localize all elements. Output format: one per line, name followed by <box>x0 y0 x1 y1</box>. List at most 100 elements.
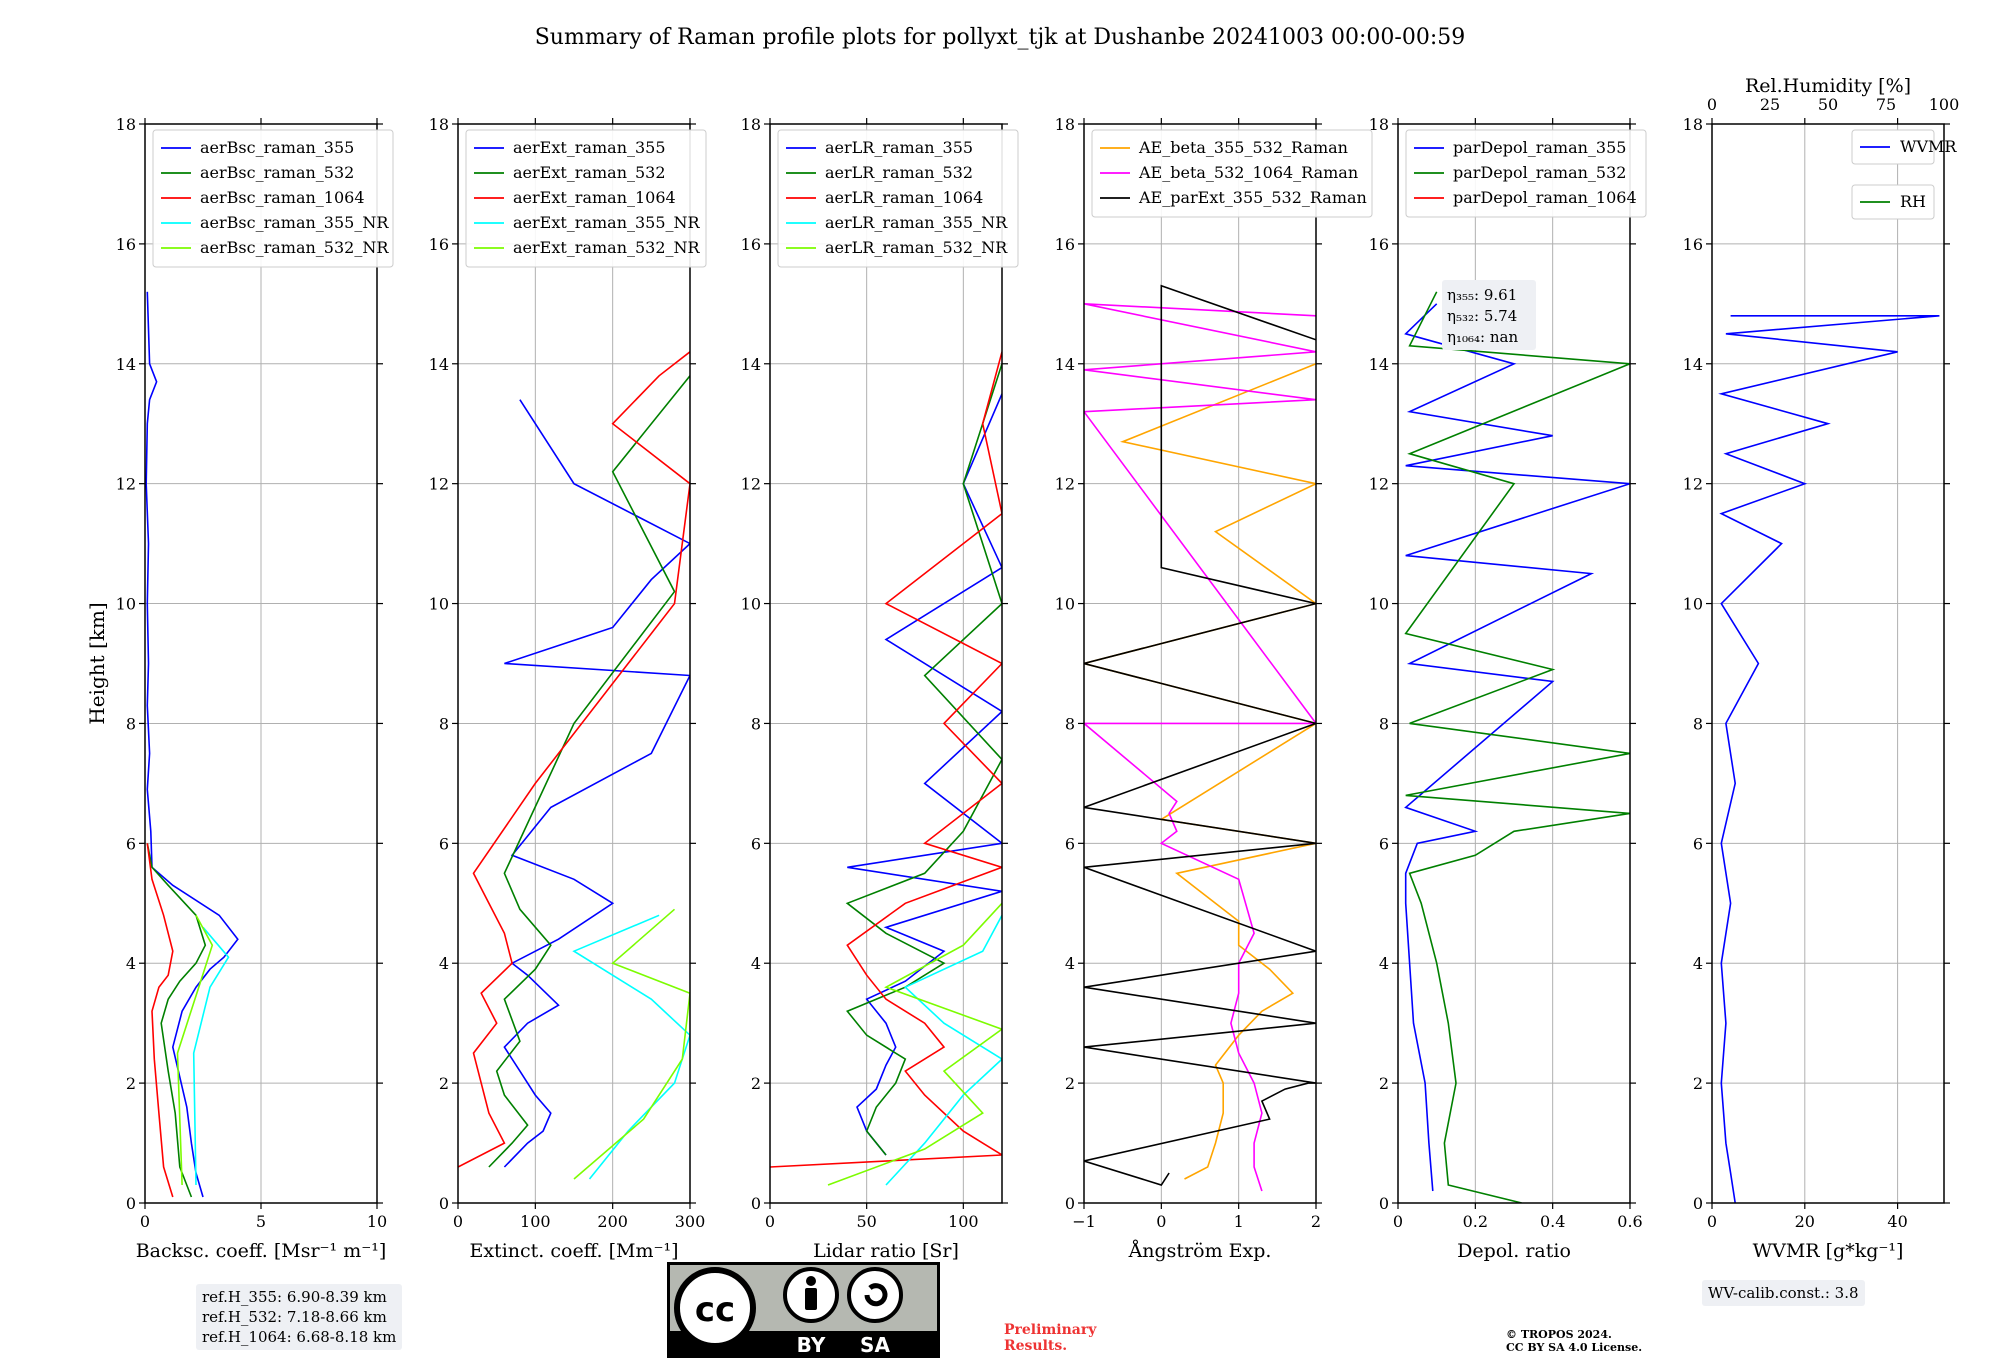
preliminary-note: Preliminary Results. <box>1004 1322 1096 1354</box>
x-axis-label: WVMR [g*kg⁻¹] <box>1753 1240 1904 1262</box>
y-tick-label: 8 <box>751 714 761 733</box>
x-tick-label: 0 <box>1707 1212 1717 1231</box>
top-tick-label: 25 <box>1760 95 1780 114</box>
x-tick-label: 40 <box>1887 1212 1907 1231</box>
y-tick-label: 12 <box>116 475 136 494</box>
eta-annotation: η₅₃₂: 5.74 <box>1447 307 1517 325</box>
x-tick-label: 5 <box>256 1212 266 1231</box>
y-tick-label: 12 <box>1369 475 1389 494</box>
panel-2: 0 100 200 300 0 2 4 6 8 10 12 14 16 18 Extinct. coeff.… <box>429 115 707 1262</box>
y-tick-label: 12 <box>1055 475 1075 494</box>
legend-label: aerBsc_raman_1064 <box>200 188 365 207</box>
x-tick-label: 50 <box>856 1212 876 1231</box>
panel-1: 0 5 10 0 2 4 6 8 10 12 14 16 18 Backsc. coeff. [Msr⁻¹… <box>116 115 394 1262</box>
y-tick-label: 12 <box>1683 475 1703 494</box>
x-axis-label: Extinct. coeff. [Mm⁻¹] <box>469 1240 678 1262</box>
x-tick-label: −1 <box>1072 1212 1096 1231</box>
x-tick-label: 0 <box>140 1212 150 1231</box>
series-aerLR_raman_355_NR <box>885 914 1002 1186</box>
x-tick-label: 0 <box>1156 1212 1166 1231</box>
y-tick-label: 10 <box>1369 595 1389 614</box>
ref-h-355: ref.H_355: 6.90-8.39 km <box>202 1288 387 1306</box>
legend-label: aerBsc_raman_355_NR <box>200 213 389 232</box>
series-WVMR <box>1718 315 1940 1203</box>
series-group <box>1084 284 1316 1192</box>
legend-label: aerBsc_raman_355 <box>200 138 354 157</box>
legend-label: aerExt_raman_1064 <box>513 188 676 207</box>
y-tick-label: 18 <box>116 115 136 134</box>
x-tick-label: 20 <box>1795 1212 1815 1231</box>
sa-share-icon <box>847 1267 903 1323</box>
legend-label: RH <box>1900 192 1926 211</box>
eta-box <box>1442 280 1536 350</box>
legend-label: aerLR_raman_532 <box>825 163 973 182</box>
y-tick-label: 14 <box>1369 355 1389 374</box>
x-tick-label: 1 <box>1234 1212 1244 1231</box>
axes-frame <box>1397 123 1631 1204</box>
y-tick-label: 0 <box>439 1194 449 1213</box>
y-tick-label: 4 <box>1065 954 1075 973</box>
y-tick-label: 16 <box>1369 235 1389 254</box>
x-tick-label: 100 <box>948 1212 979 1231</box>
y-tick-label: 16 <box>741 235 761 254</box>
cc-license-badge: cc BY SA <box>667 1262 940 1358</box>
y-tick-label: 6 <box>439 834 449 853</box>
series-parDepol_raman_355 <box>1404 303 1630 1192</box>
series-group <box>458 351 690 1180</box>
x-tick-label: 100 <box>520 1212 551 1231</box>
top-tick-label: 50 <box>1818 95 1838 114</box>
x-tick-label: 10 <box>367 1212 387 1231</box>
series-aerExt_raman_1064 <box>458 351 690 1168</box>
series-aerBsc_raman_355_NR <box>192 926 230 1186</box>
y-tick-label: 4 <box>1379 954 1389 973</box>
figure-title: Summary of Raman profile plots for polly… <box>535 25 1466 50</box>
legend-label: aerBsc_raman_532 <box>200 163 354 182</box>
panel-6: 0 20 40 0 2 4 6 8 10 12 14 16 18 WVMR [g*kg⁻¹] 0 25 50 75… <box>1683 75 1960 1262</box>
y-tick-label: 10 <box>741 595 761 614</box>
x-tick-label: 0 <box>453 1212 463 1231</box>
y-tick-label: 8 <box>1693 714 1703 733</box>
legend-box <box>1851 129 1935 165</box>
y-tick-label: 0 <box>126 1194 136 1213</box>
y-tick-label: 14 <box>1683 355 1703 374</box>
legend-box <box>1091 129 1373 218</box>
panel-5: 0 0.2 0.4 0.6 0 2 4 6 8 10 12 14 16 18 Depol. ratio par… <box>1369 115 1647 1262</box>
series-aerLR_raman_1064 <box>770 351 1002 1168</box>
legend-label: aerExt_raman_532_NR <box>513 238 701 257</box>
y-tick-label: 10 <box>1683 595 1703 614</box>
y-tick-label: 2 <box>126 1074 136 1093</box>
y-tick-label: 14 <box>116 355 136 374</box>
y-tick-label: 10 <box>1055 595 1075 614</box>
legend-box <box>465 129 707 268</box>
top-tick-label: 75 <box>1876 95 1896 114</box>
y-tick-label: 2 <box>1693 1074 1703 1093</box>
y-tick-label: 8 <box>439 714 449 733</box>
x-axis-label: Depol. ratio <box>1457 1240 1571 1262</box>
series-aerLR_raman_355 <box>847 393 1002 1156</box>
x-axis-label: Lidar ratio [Sr] <box>813 1240 959 1262</box>
series-aerLR_raman_532_NR <box>827 902 1002 1186</box>
series-parDepol_raman_532 <box>1404 291 1630 1203</box>
series-group <box>145 291 239 1198</box>
legend-box <box>1405 129 1647 218</box>
legend-label: aerBsc_raman_532_NR <box>200 238 389 257</box>
x-tick-label: 0.6 <box>1617 1212 1642 1231</box>
legend: aerExt_raman_355 aerExt_raman_532 aerExt_r… <box>465 129 707 268</box>
series-aerBsc_raman_532 <box>146 843 207 1198</box>
series-AE_beta_532_1064_Raman <box>1084 303 1316 1192</box>
series-aerBsc_raman_532_NR <box>176 914 214 1186</box>
y-tick-label: 8 <box>126 714 136 733</box>
legend-label: AE_beta_532_1064_Raman <box>1138 163 1358 182</box>
preliminary-line-2: Results. <box>1004 1338 1068 1354</box>
x-axis-label: Ångström Exp. <box>1128 1240 1272 1262</box>
legend-label: parDepol_raman_1064 <box>1453 188 1637 207</box>
x-axis-label: Backsc. coeff. [Msr⁻¹ m⁻¹] <box>136 1240 387 1262</box>
y-tick-label: 12 <box>429 475 449 494</box>
y-tick-label: 4 <box>1693 954 1703 973</box>
legend-box <box>1851 184 1935 220</box>
legend: AE_beta_355_532_Raman AE_beta_532_1064_Ra… <box>1091 129 1373 218</box>
y-tick-label: 18 <box>1055 115 1075 134</box>
y-tick-label: 6 <box>751 834 761 853</box>
